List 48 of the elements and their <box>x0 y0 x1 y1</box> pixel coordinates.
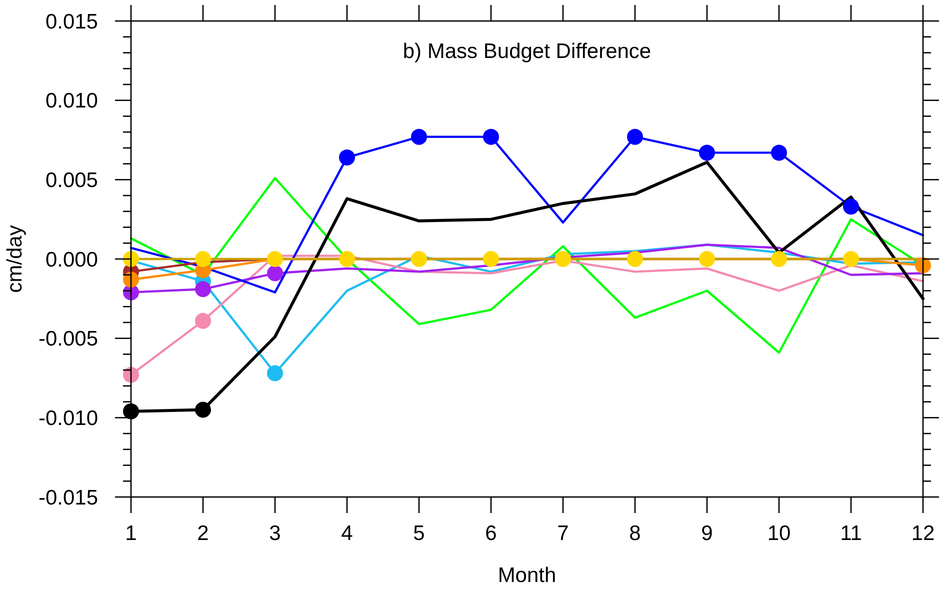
x-tick-label: 2 <box>197 522 209 545</box>
point <box>123 366 139 383</box>
point <box>915 257 931 274</box>
point <box>195 402 211 418</box>
point <box>267 365 283 382</box>
point <box>195 312 211 329</box>
point <box>411 251 427 267</box>
point <box>699 144 715 161</box>
point <box>699 251 715 267</box>
x-tick-label: 6 <box>485 522 497 545</box>
y-tick-label: 0.005 <box>45 169 98 192</box>
point <box>339 149 355 166</box>
x-tick-label: 11 <box>840 522 862 545</box>
x-tick-label: 10 <box>767 522 791 545</box>
x-tick-label: 8 <box>629 522 641 545</box>
x-tick-label: 9 <box>701 522 713 545</box>
point <box>483 128 499 145</box>
x-tick-label: 4 <box>341 522 354 545</box>
point <box>411 128 427 145</box>
point <box>483 251 499 267</box>
y-axis-title: cm/day <box>3 224 26 293</box>
point <box>195 251 211 267</box>
x-axis-title: Month <box>498 564 556 587</box>
y-tick-label: 0.010 <box>45 90 98 113</box>
x-tick-label: 3 <box>269 522 281 545</box>
point <box>843 198 859 215</box>
y-tick-label: -0.010 <box>38 407 98 430</box>
x-tick-label: 7 <box>557 522 569 545</box>
point <box>267 265 283 282</box>
y-tick-label: 0.015 <box>45 10 98 34</box>
point <box>771 144 787 161</box>
text: b) Mass Budget Difference <box>402 40 652 63</box>
point <box>843 251 859 267</box>
x-tick-label: 12 <box>911 522 935 545</box>
y-tick-label: 0.000 <box>45 248 98 272</box>
point <box>123 251 139 267</box>
point <box>555 251 571 267</box>
point <box>627 128 643 145</box>
x-tick-label: 5 <box>413 522 425 545</box>
point <box>123 272 139 288</box>
point <box>771 251 787 267</box>
point <box>627 251 643 267</box>
y-tick-label: -0.015 <box>38 486 98 510</box>
point <box>267 251 283 267</box>
point <box>339 251 355 267</box>
x-tick-label: 1 <box>125 522 137 545</box>
y-tick-label: -0.005 <box>38 328 98 351</box>
point <box>195 281 211 298</box>
